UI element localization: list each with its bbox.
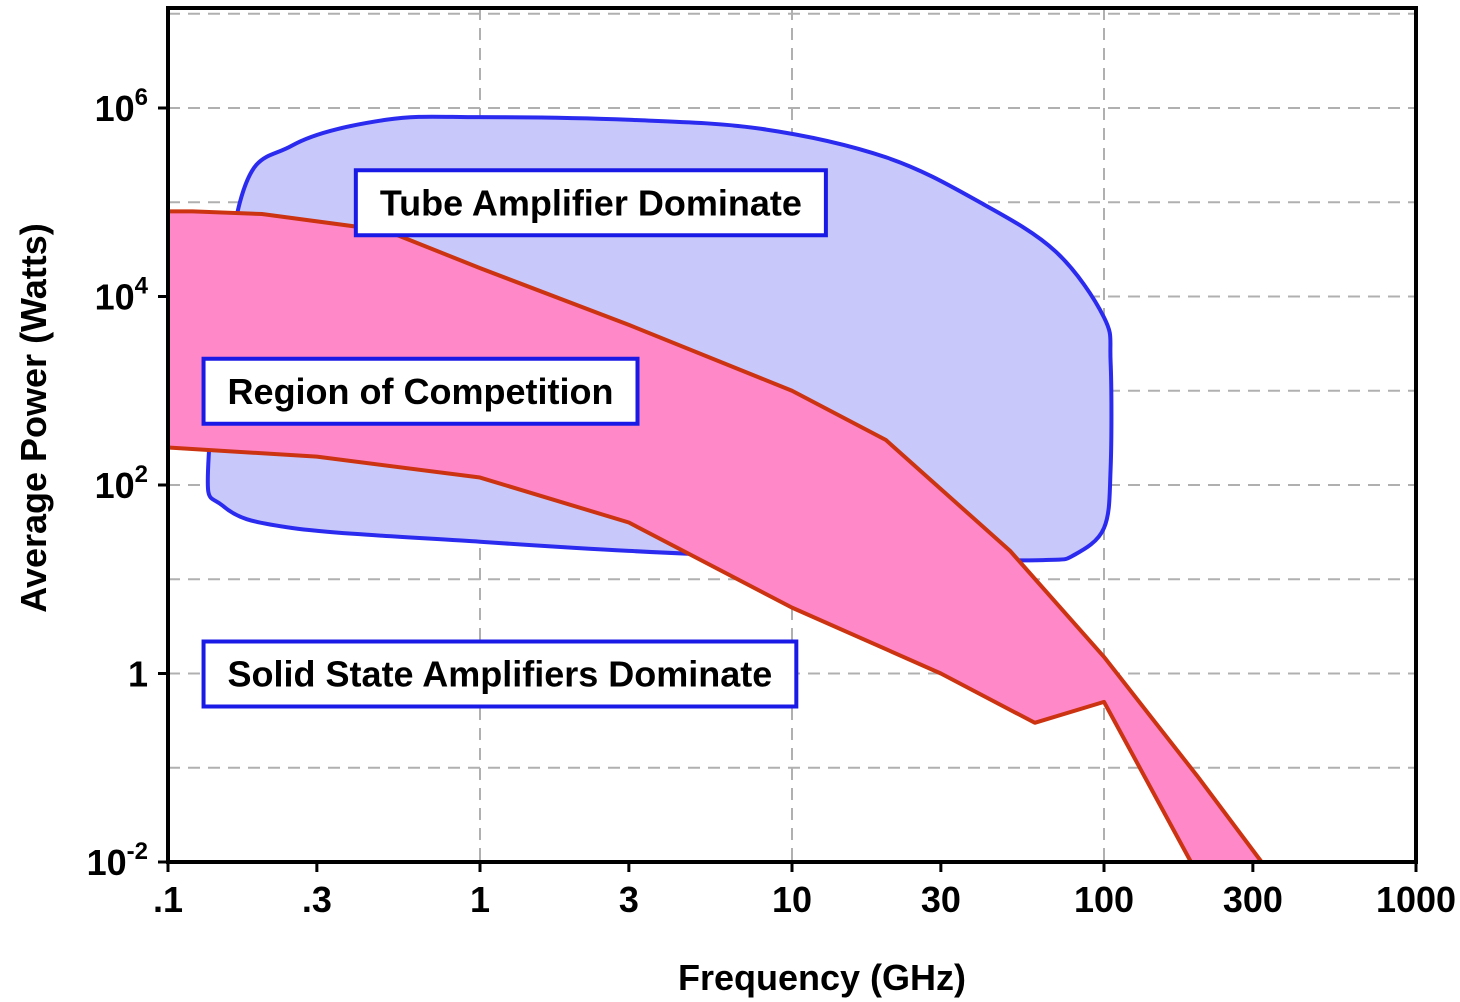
region-label-text: Tube Amplifier Dominate [380,182,802,223]
x-tick-label: .3 [302,879,332,920]
x-tick-label: 1 [470,879,490,920]
x-tick-label: 100 [1074,879,1134,920]
y-tick-label: 104 [95,273,149,318]
y-tick-label: 1 [128,654,148,695]
region-label-box [201,639,799,709]
label-solid-state: Solid State Amplifiers Dominate [201,639,799,709]
label-tube-amplifier: Tube Amplifier Dominate [353,168,828,238]
y-axis-label: Average Power (Watts) [13,223,54,612]
x-tick-label: 1000 [1376,879,1456,920]
tick-labels: .1 .3 1 3 10 30 100 300 1000 10-2 1 102 104 106 [87,84,1456,920]
x-tick-label: 3 [619,879,639,920]
label-region-of-competition: Region of Competition [201,356,640,426]
region-label-box [201,356,640,426]
x-axis-label: Frequency (GHz) [678,957,966,998]
y-tick-label: 10-2 [87,838,148,883]
y-tick-label: 102 [95,461,148,506]
x-tick-label: 300 [1223,879,1283,920]
x-tick-label: 30 [921,879,961,920]
region-label-box [353,168,828,238]
x-tick-label: 10 [772,879,812,920]
region-label-text: Region of Competition [228,371,614,412]
y-tick-label: 106 [95,84,148,129]
x-tick-label: .1 [153,879,183,920]
region-annotations: Tube Amplifier Dominate Region of Competi… [201,168,828,709]
region-label-text: Solid State Amplifiers Dominate [228,654,773,695]
